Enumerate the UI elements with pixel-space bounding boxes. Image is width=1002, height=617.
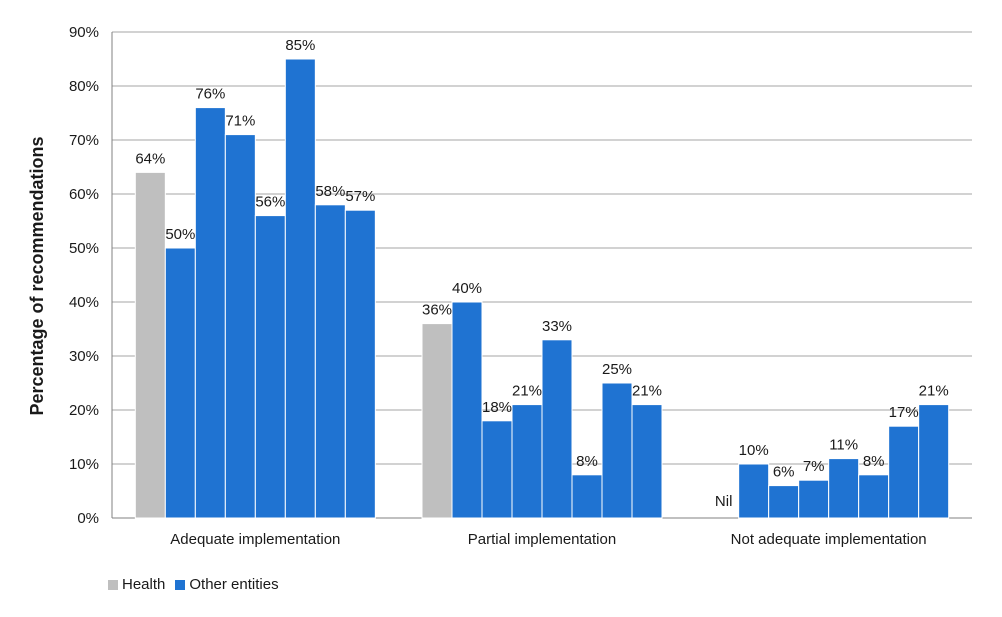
x-axis-categories: Adequate implementation Partial implement… <box>170 531 926 548</box>
x-category-label: Adequate implementation <box>170 531 340 548</box>
y-tick-label: 60% <box>69 186 99 203</box>
y-axis-ticks: 0% 10% 20% 30% 40% 50% 60% 70% 80% 90% <box>69 24 99 527</box>
bar-other-entities <box>511 404 543 519</box>
bar-other-entities <box>798 479 830 519</box>
bar-data-label: 71% <box>225 113 255 130</box>
bar-other-entities <box>768 485 800 519</box>
bar-data-label: 11% <box>829 437 858 454</box>
x-category-label: Partial implementation <box>468 531 616 548</box>
legend-swatch-other-entities <box>175 579 186 590</box>
bar-health <box>421 323 453 519</box>
bar-other-entities <box>481 420 513 519</box>
bar-data-label: 85% <box>285 37 315 54</box>
legend-swatch-health <box>108 579 118 590</box>
legend-item-health: Health <box>108 576 165 593</box>
bar-other-entities <box>451 301 483 519</box>
bar-data-label: 8% <box>576 453 598 470</box>
bar-other-entities <box>541 339 573 519</box>
bar-data-label: 21% <box>632 383 662 400</box>
bar-data-label: 17% <box>889 404 919 421</box>
y-tick-label: 50% <box>69 240 99 257</box>
bar-other-entities <box>344 209 376 519</box>
y-tick-label: 90% <box>69 24 99 41</box>
bar-other-entities <box>224 134 256 519</box>
legend-item-other-entities: Other entities <box>175 576 279 593</box>
bar-labels: 64%50%76%71%56%85%58% 57%36%40%18%21%33%8… <box>135 37 948 510</box>
y-tick-label: 40% <box>69 294 99 311</box>
bar-other-entities <box>918 404 950 519</box>
bars <box>134 58 950 519</box>
bar-data-label: 58% <box>315 183 345 200</box>
bar-other-entities <box>738 463 770 519</box>
bar-other-entities <box>601 382 633 519</box>
legend-label-other-entities: Other entities <box>189 576 279 593</box>
y-tick-label: 10% <box>69 456 99 473</box>
bar-data-label: 18% <box>482 399 512 416</box>
bar-data-label: 76% <box>195 86 225 103</box>
bar-data-label: 25% <box>602 361 632 378</box>
bar-data-label: 50% <box>165 226 195 243</box>
bar-data-label: 57% <box>345 188 375 205</box>
bar-data-label: 56% <box>255 194 285 211</box>
bar-data-label: 40% <box>452 280 482 297</box>
y-tick-label: 80% <box>69 78 99 95</box>
bar-other-entities <box>314 204 346 519</box>
y-tick-label: 20% <box>69 402 99 419</box>
y-tick-label: 0% <box>77 510 99 527</box>
bar-other-entities <box>194 107 226 519</box>
bar-other-entities <box>888 425 920 519</box>
bar-data-label: 7% <box>803 458 825 475</box>
legend: Health Other entities <box>108 576 289 593</box>
bar-other-entities <box>631 404 663 519</box>
bar-other-entities <box>858 474 890 519</box>
bar-data-label: 6% <box>773 464 795 481</box>
bar-other-entities <box>571 474 603 519</box>
y-tick-label: 70% <box>69 132 99 149</box>
bar-other-entities <box>284 58 316 519</box>
bar-data-label: 8% <box>863 453 885 470</box>
y-axis-label: Percentage of recommendations <box>27 136 47 415</box>
y-tick-label: 30% <box>69 348 99 365</box>
bar-data-label: 10% <box>739 442 769 459</box>
bar-other-entities <box>828 458 860 519</box>
bar-data-label: 21% <box>512 383 542 400</box>
legend-label-health: Health <box>122 576 166 593</box>
x-category-label: Not adequate implementation <box>731 531 927 548</box>
bar-data-label: 36% <box>422 302 452 319</box>
bar-data-label: 64% <box>135 150 165 167</box>
bar-data-label: 21% <box>919 383 949 400</box>
bar-other-entities <box>164 247 196 519</box>
bar-data-label: 33% <box>542 318 572 335</box>
bar-data-label: Nil <box>715 493 733 510</box>
bar-other-entities <box>254 215 286 519</box>
bar-health <box>134 171 166 519</box>
